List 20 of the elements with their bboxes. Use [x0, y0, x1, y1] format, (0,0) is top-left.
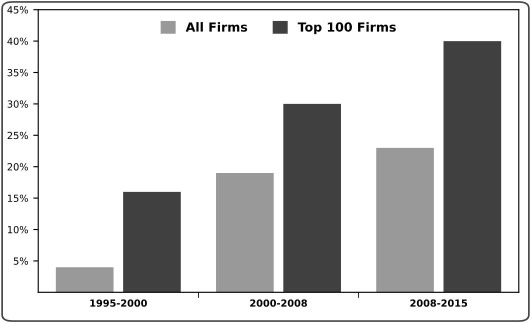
bar [216, 172, 274, 292]
y-tick-label: 45% [7, 6, 28, 14]
y-tick-label: 5% [14, 257, 28, 265]
bar [56, 267, 114, 292]
y-tick-label: 30% [8, 100, 28, 108]
legend-label: All Firms [186, 22, 248, 32]
y-tick-label: 25% [8, 132, 28, 140]
bar [376, 148, 434, 292]
y-tick-label: 20% [8, 163, 28, 171]
x-tick-label: 2008-2015 [410, 299, 468, 307]
x-tick-label: 2000-2008 [250, 299, 307, 307]
bar [123, 192, 181, 292]
y-tick-label: 15% [8, 194, 28, 202]
y-tick-label: 40% [7, 38, 28, 45]
x-tick-label: 1995-2000 [90, 299, 147, 307]
y-tick-label: 10% [8, 226, 28, 234]
y-tick-label: 35% [8, 68, 28, 76]
bar [283, 104, 341, 292]
bar [444, 41, 502, 292]
legend-label: Top 100 Firms [298, 22, 396, 34]
